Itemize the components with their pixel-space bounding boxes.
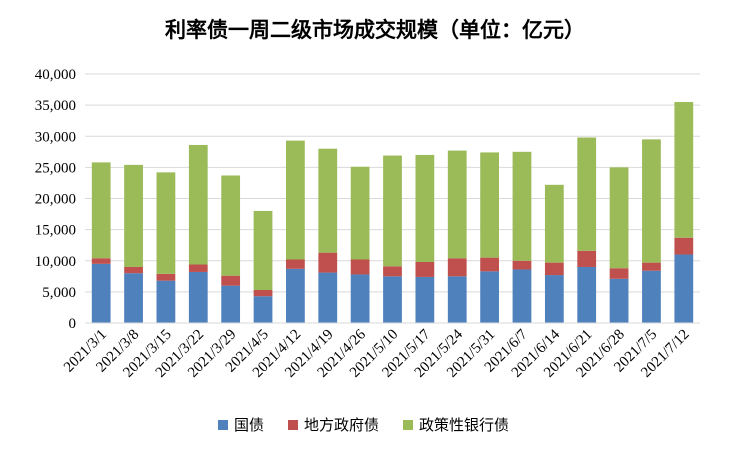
bar-segment (512, 260, 532, 270)
bar-segment (544, 275, 564, 323)
bar-segment (544, 262, 564, 276)
y-tick-label: 10,000 (35, 254, 76, 270)
bar-segment (480, 152, 499, 258)
y-tick-label: 25,000 (35, 160, 76, 176)
bar-segment (674, 102, 694, 238)
bar-segment (124, 266, 143, 274)
bar-segment (188, 271, 208, 323)
legend: 国债 地方政府债 政策性银行债 (218, 416, 509, 434)
legend-swatch (218, 420, 228, 430)
bar-segment (415, 154, 435, 262)
bar-segment (286, 259, 305, 269)
bar-segment (350, 274, 370, 323)
chart-title: 利率债一周二级市场成交规模（单位：亿元） (165, 17, 585, 42)
bar-segment (642, 270, 661, 323)
bar-segment (156, 172, 176, 274)
legend-label: 政策性银行债 (419, 416, 509, 434)
bar-segment (253, 296, 273, 323)
bar-segment (350, 166, 370, 260)
bar-segment (415, 276, 435, 323)
bar-segment (156, 280, 176, 323)
bar-segment (383, 266, 402, 277)
bar-segment (674, 237, 694, 255)
bar-segment (577, 137, 597, 251)
bar-segment (609, 167, 629, 269)
bar-segment (544, 184, 564, 263)
bar-segment (286, 268, 305, 323)
bar-segment (221, 175, 241, 276)
y-tick-label: 15,000 (35, 223, 76, 239)
bar-segment (447, 276, 467, 323)
bar-segment (642, 262, 661, 271)
bar-segment (512, 151, 532, 261)
bar-segment (253, 290, 273, 297)
bar-segment (91, 258, 111, 264)
bar-segment (674, 254, 694, 323)
bar-segment (383, 276, 402, 323)
bar-segment (221, 275, 241, 286)
legend-label: 地方政府债 (304, 416, 379, 434)
bar-segment (124, 273, 143, 323)
y-tick-label: 20,000 (35, 192, 76, 208)
bar-segment (512, 269, 532, 323)
bar-segment (318, 148, 338, 253)
bar-segment (577, 266, 597, 323)
legend-label: 国债 (234, 416, 264, 434)
bar-segment (91, 263, 111, 323)
bar-segment (253, 210, 273, 291)
bar-segment (415, 262, 435, 277)
bar-segment (156, 273, 176, 281)
bar-segment (124, 164, 143, 267)
legend-swatch (288, 420, 298, 430)
y-tick-label: 30,000 (35, 129, 76, 145)
bar-segment (91, 162, 111, 259)
bar-segment (447, 150, 467, 259)
bar-segment (318, 252, 338, 273)
y-tick-label: 35,000 (35, 98, 76, 114)
bar-segment (577, 250, 597, 267)
bar-segment (480, 271, 499, 323)
legend-swatch (403, 420, 413, 430)
y-tick-label: 0 (69, 316, 77, 332)
bar-segment (642, 139, 661, 263)
bar-segment (383, 155, 402, 267)
bar-segment (221, 285, 241, 323)
bar-segment (447, 258, 467, 277)
bar-segment (188, 264, 208, 272)
bar-segment (609, 268, 629, 279)
y-tick-label: 40,000 (35, 67, 76, 83)
bar-segment (609, 278, 629, 323)
bar-segment (350, 259, 370, 275)
bar-segment (480, 257, 499, 272)
bar-segment (286, 140, 305, 260)
bar-segment (318, 272, 338, 323)
bars (91, 102, 694, 323)
bar-segment (188, 144, 208, 265)
y-tick-label: 5,000 (42, 285, 76, 301)
